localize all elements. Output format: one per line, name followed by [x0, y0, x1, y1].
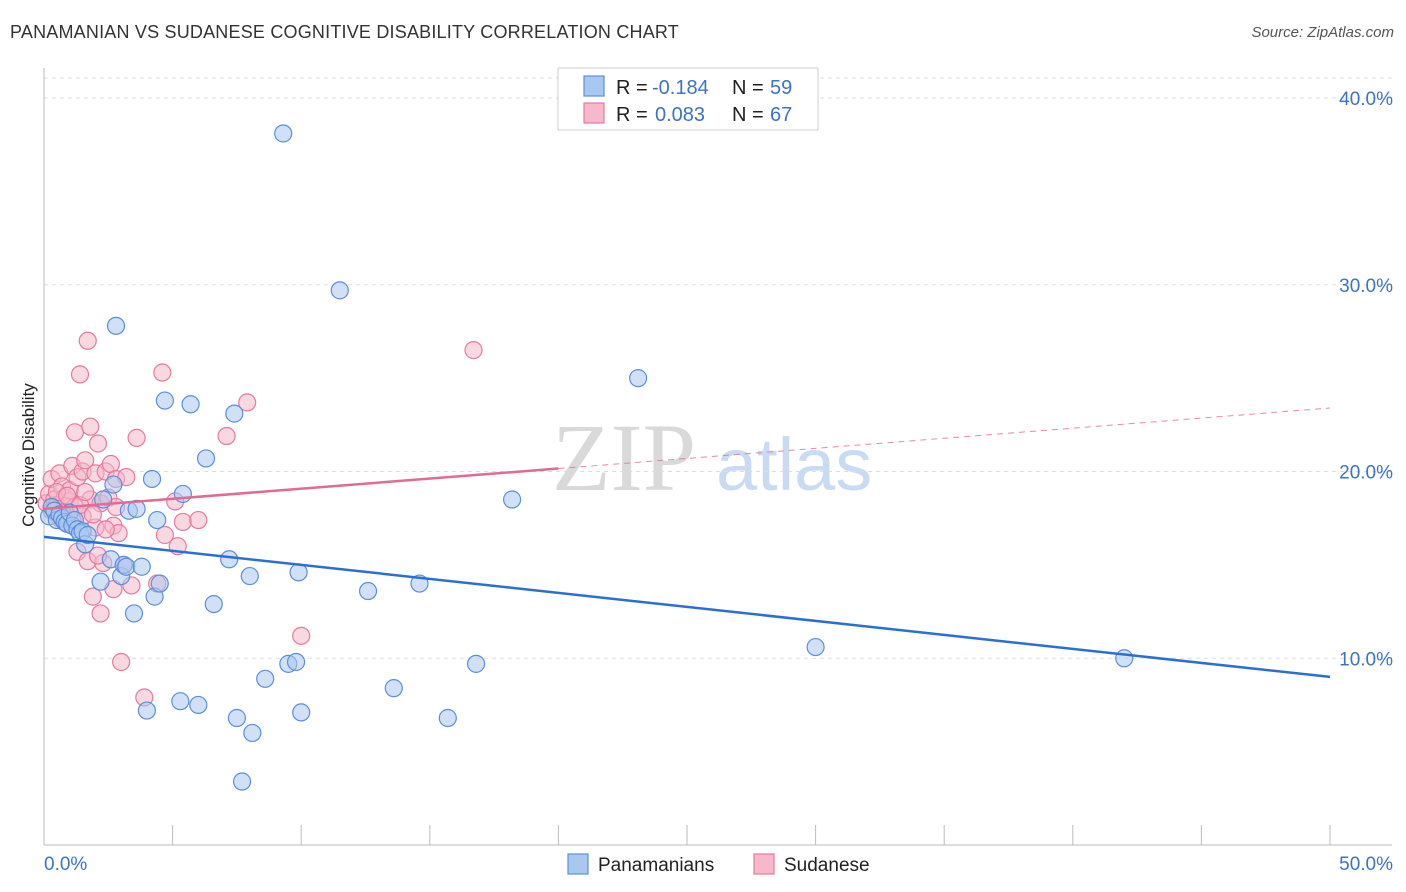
panamanian-point: [117, 557, 136, 576]
sudanese-point: [173, 512, 192, 532]
panamanian-points: [40, 124, 1134, 791]
panamanian-point: [438, 708, 457, 728]
sudanese-point: [76, 482, 95, 502]
panamanian-point: [384, 679, 403, 698]
legend-n-value-1: 59: [770, 77, 792, 99]
panamanian-point: [171, 692, 190, 711]
panamanian-point: [256, 669, 275, 688]
sudanese-point: [155, 525, 174, 545]
tick-labels: 10.0% 20.0% 30.0% 40.0% 0.0% 50.0%: [44, 89, 1393, 875]
sudanese-point: [127, 428, 146, 447]
sudanese-point: [112, 652, 131, 672]
chart-title: PANAMANIAN VS SUDANESE COGNITIVE DISABIL…: [10, 22, 679, 42]
panamanian-point: [142, 469, 162, 489]
y-tick-label: 10.0%: [1339, 649, 1393, 670]
y-tick-label: 40.0%: [1339, 89, 1393, 110]
sudanese-point: [91, 604, 110, 623]
panamanian-point: [466, 654, 486, 673]
legend-r-value-1: -0.184: [652, 77, 709, 99]
panamanian-point: [227, 708, 246, 728]
legend-r-label-1: R =: [616, 77, 648, 99]
sudanese-points: [37, 331, 483, 707]
sudanese-point: [96, 520, 115, 539]
panamanian-point: [232, 772, 252, 791]
sudanese-point: [65, 423, 84, 442]
panamanian-point: [155, 391, 174, 410]
panamanian-trend-line: [43, 535, 1331, 679]
legend-n-label-2: N =: [732, 104, 764, 126]
panamanian-point: [503, 490, 522, 509]
panamanian-point: [189, 695, 208, 715]
source-credit: Source: ZipAtlas.com: [1251, 24, 1394, 41]
sudanese-point: [81, 417, 100, 436]
x-tick-label: 0.0%: [44, 854, 87, 875]
panamanian-point: [274, 124, 293, 143]
watermark-zip: ZIP: [552, 404, 696, 511]
panamanian-point: [806, 637, 825, 657]
legend-n-value-2: 67: [770, 104, 792, 126]
y-tick-label: 30.0%: [1339, 276, 1393, 297]
sudanese-point: [83, 587, 102, 606]
sudanese-trend-line-extension: [558, 407, 1331, 470]
panamanian-point: [225, 404, 244, 423]
legend-swatch-sudanese: [583, 102, 605, 124]
sudanese-point: [292, 626, 311, 645]
panamanian-point: [330, 281, 349, 300]
x-tick-label: 50.0%: [1339, 854, 1393, 875]
panamanian-point: [196, 449, 216, 468]
sudanese-point: [464, 341, 483, 360]
bottom-legend-swatch-sudanese: [753, 853, 775, 875]
bottom-legend-label-panamanians: Panamanians: [598, 855, 714, 876]
panamanian-point: [173, 484, 192, 504]
legend-swatch-panamanians: [583, 75, 605, 97]
panamanian-point: [240, 566, 259, 586]
bottom-legend-swatch-panamanians: [567, 853, 589, 875]
sudanese-point: [83, 505, 102, 524]
panamanian-point: [1115, 649, 1134, 668]
panamanian-point: [132, 557, 151, 576]
panamanian-point: [243, 723, 262, 743]
sudanese-point: [70, 365, 90, 384]
axes: [43, 68, 1392, 846]
watermark-atlas: atlas: [716, 423, 872, 506]
panamanian-point: [106, 316, 126, 335]
panamanian-point: [91, 572, 110, 591]
panamanian-point: [150, 574, 169, 593]
sudanese-point: [217, 426, 236, 446]
panamanian-point: [358, 581, 378, 601]
y-axis-label: Cognitive Disability: [19, 383, 38, 527]
series-legend: Panamanians Sudanese: [567, 853, 870, 876]
panamanian-point: [181, 395, 200, 414]
legend-r-value-2: 0.083: [655, 104, 705, 126]
panamanian-point: [286, 652, 306, 672]
correlation-legend: R = -0.184 N = 59 R = 0.083 N = 67: [557, 67, 819, 131]
panamanian-point: [78, 525, 97, 545]
y-tick-label: 20.0%: [1339, 463, 1393, 484]
sudanese-point: [76, 451, 95, 470]
panamanian-point: [204, 594, 223, 614]
panamanian-point: [292, 703, 311, 722]
panamanian-point: [104, 475, 123, 494]
sudanese-point: [153, 363, 172, 382]
panamanian-point: [220, 550, 239, 569]
panamanian-point: [137, 701, 156, 720]
sudanese-point: [88, 434, 108, 453]
sudanese-point: [78, 331, 97, 350]
sudanese-trend-line: [43, 467, 559, 511]
trend-lines: [43, 407, 1331, 679]
sudanese-point: [238, 393, 257, 412]
panamanian-point: [124, 604, 144, 623]
sudanese-point: [189, 510, 208, 530]
bottom-legend-label-sudanese: Sudanese: [784, 855, 870, 876]
panamanian-point: [148, 510, 167, 530]
panamanian-point: [629, 369, 648, 388]
legend-r-label-2: R =: [616, 104, 648, 126]
legend-n-label-1: N =: [732, 77, 764, 99]
